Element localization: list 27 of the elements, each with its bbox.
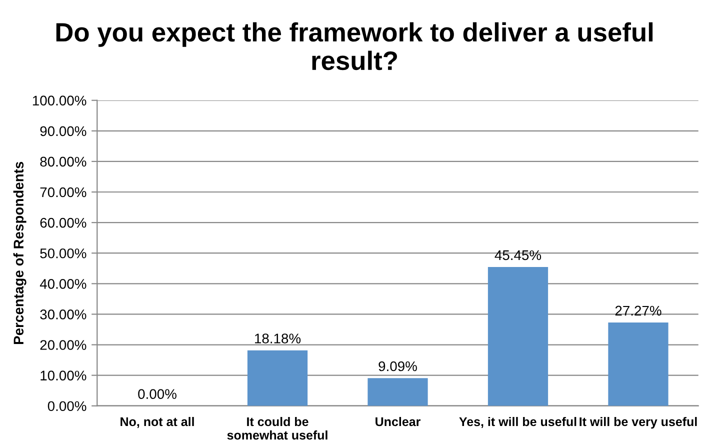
y-tick-label: 0.00% [48,401,86,412]
data-label: 18.18% [255,334,301,344]
y-tick-label: 20.00% [40,340,86,350]
bar [368,378,428,406]
y-tick-label: 90.00% [40,126,86,136]
x-tick-label: Yes, it will be useful [459,416,576,428]
data-label: 0.00% [138,389,176,399]
x-tick-label: Unclear [376,416,420,426]
x-tick-label: It will be very useful [580,416,697,429]
y-tick-label: 60.00% [40,218,86,228]
y-tick-label: 40.00% [40,278,86,289]
y-tick-label: 30.00% [40,310,86,320]
y-axis-title: Percentage of Respondents [13,162,26,344]
data-label: 9.09% [378,361,417,372]
y-tick-label: 10.00% [40,370,86,380]
data-label: 45.45% [494,250,542,260]
bar [247,350,308,406]
data-label: 27.27% [615,306,662,316]
x-tick-label: It could be somewhat useful [227,416,328,440]
x-tick-label: No, not at all [120,416,194,428]
chart-title: Do you expect the framework to deliver a useful result? [56,22,653,70]
bar [608,322,668,406]
y-tick-label: 70.00% [40,187,86,198]
y-tick-label: 100.00% [32,96,86,106]
bar [488,267,548,406]
y-tick-label: 80.00% [40,156,86,167]
y-tick-label: 50.00% [40,248,86,258]
